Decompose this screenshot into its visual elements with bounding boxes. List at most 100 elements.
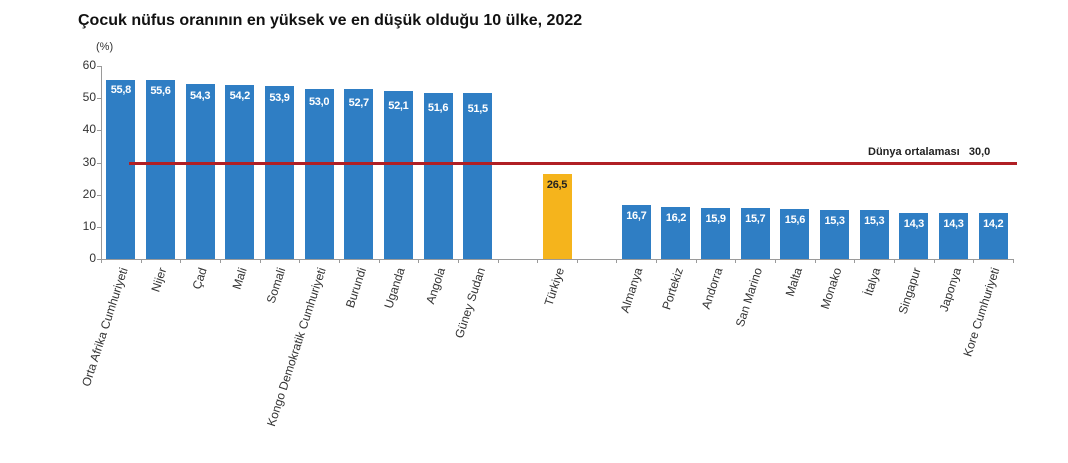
x-category-label: Mali [229,265,250,292]
x-tick-mark [576,259,578,263]
x-tick-mark [378,259,380,263]
bar [820,209,850,259]
bar [423,93,453,259]
x-category-label: Almanya [617,265,646,315]
y-tick-mark [97,162,101,164]
y-tick-label: 40 [82,122,96,137]
bar [264,85,294,259]
bar-value-label: 54,2 [229,90,251,103]
x-tick-mark [497,259,499,263]
bar [185,84,215,259]
y-tick-label: 0 [89,251,96,265]
x-category-label: San Marino [733,265,766,329]
x-category-label: Angola [423,265,449,306]
bar [225,84,255,259]
bar [899,213,929,259]
y-tick-mark [97,259,101,260]
x-category-label: Andorra [698,265,725,311]
bar [383,91,413,259]
x-tick-mark [775,259,777,263]
x-tick-mark [616,259,618,263]
y-tick-label: 30 [82,154,96,169]
x-tick-mark [140,259,142,263]
chart-title: Çocuk nüfus oranının en yüksek ve en düş… [78,12,583,29]
x-category-label: Türkiye [541,265,568,308]
x-tick-mark [973,259,975,263]
x-category-label: Malta [782,265,805,299]
bar-value-label: 51,5 [467,102,489,115]
x-tick-mark [537,259,539,263]
bar-value-label: 52,1 [388,99,409,112]
x-tick-mark [299,259,301,263]
x-tick-mark [854,259,856,263]
bar [661,206,691,259]
x-tick-mark [1013,259,1014,263]
bar [145,80,175,259]
x-tick-mark [656,259,658,263]
bar [978,213,1008,259]
bar-value-label: 51,6 [427,101,449,114]
y-tick-label: 60 [82,58,96,72]
x-category-label: Uganda [381,265,409,311]
bar-value-label: 14,3 [903,218,925,230]
bar [859,209,889,259]
bar-value-label: 54,3 [190,89,211,102]
x-category-label: Güney Sudan [451,265,488,340]
bar-value-label: 16,2 [665,211,687,224]
y-axis-unit: (%) [96,41,114,53]
x-tick-mark [933,259,935,263]
x-tick-mark [418,259,420,263]
world-average-value: 30,0 [968,145,991,158]
x-category-label: Portekiz [659,265,686,312]
y-tick-label: 50 [82,90,96,105]
x-tick-mark [695,259,697,263]
bar [542,173,572,259]
bar [463,93,493,259]
x-category-label: Somali [264,265,289,306]
y-tick-mark [97,194,101,196]
bar-value-label: 26,5 [546,178,568,191]
bar [304,88,334,259]
y-tick-mark [97,226,101,228]
x-tick-mark [259,259,261,263]
x-tick-mark [457,259,459,263]
x-tick-mark [101,259,102,263]
bar [701,207,731,259]
bar [344,89,374,259]
bar-value-label: 15,3 [864,214,885,227]
x-category-label: Orta Afrika Cumhuriyeti [78,265,131,389]
x-axis [101,259,1013,260]
bar-value-label: 14,3 [943,218,964,230]
x-category-label: Japonya [936,265,964,314]
x-category-label: Singapur [895,265,924,316]
x-tick-mark [180,259,182,263]
bar-value-label: 15,9 [705,212,726,225]
y-tick-mark [97,66,101,67]
bar [106,79,136,259]
x-category-label: Burundi [342,265,369,310]
bar-value-label: 15,6 [784,213,806,226]
x-tick-mark [219,259,221,263]
bar-value-label: 16,7 [626,210,647,223]
world-average-label: Dünya ortalaması 30,0 [868,146,990,158]
bar-value-label: 53,9 [269,92,290,105]
bar-value-label: 55,6 [150,84,171,97]
x-category-label: Monako [817,265,844,311]
world-average-line [128,161,1017,165]
bar [740,208,770,259]
x-tick-mark [338,259,340,263]
bar [939,213,969,259]
x-category-label: Çad [189,265,210,292]
x-category-label: Kore Cumhuriyeti [960,265,1003,359]
x-tick-mark [814,259,816,263]
bar [621,205,651,259]
bar [780,208,810,259]
y-tick-label: 10 [82,218,96,233]
y-tick-mark [97,98,101,100]
world-average-text: Dünya ortalaması [868,145,960,158]
bar-value-label: 52,7 [348,97,370,110]
bar-value-label: 15,3 [824,214,845,227]
x-tick-mark [735,259,737,263]
x-category-label: Nijer [148,265,170,294]
bar-value-label: 53,0 [308,95,330,108]
